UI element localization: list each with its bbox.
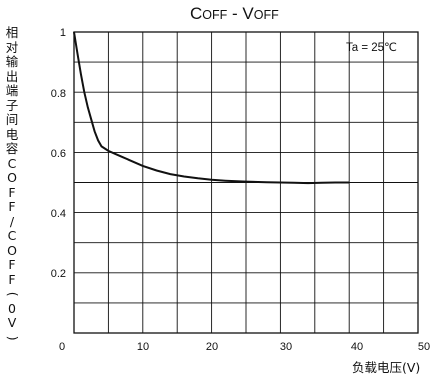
tick-labels: 0 10 20 30 40 50 1 0.8 0.6 0.4 0.2 — [51, 27, 430, 353]
x-axis-label: 负载电压(V) — [352, 360, 421, 375]
x-tick-label: 30 — [280, 341, 292, 353]
x-tick-label: 10 — [137, 341, 149, 353]
series-line — [73, 31, 350, 185]
chart-title: COFF - VOFF — [190, 4, 279, 23]
y-tick-label: 1 — [60, 27, 66, 39]
temperature-annotation: Ta = 25℃ — [346, 42, 397, 54]
x-tick-label: 40 — [351, 341, 363, 353]
x-tick-label: 50 — [418, 341, 430, 353]
y-tick-label: 0.6 — [51, 148, 66, 160]
x-tick-label: 20 — [206, 341, 218, 353]
y-tick-label: 0.4 — [51, 208, 66, 220]
y-tick-label: 0.8 — [51, 88, 66, 100]
plot-frame — [73, 31, 419, 334]
y-axis-label: 相对输出端子间电容 C O F F / C O F F(0 V) — [5, 25, 21, 341]
y-tick-label: 0.2 — [51, 268, 66, 280]
x-tick-label: 0 — [59, 341, 65, 353]
